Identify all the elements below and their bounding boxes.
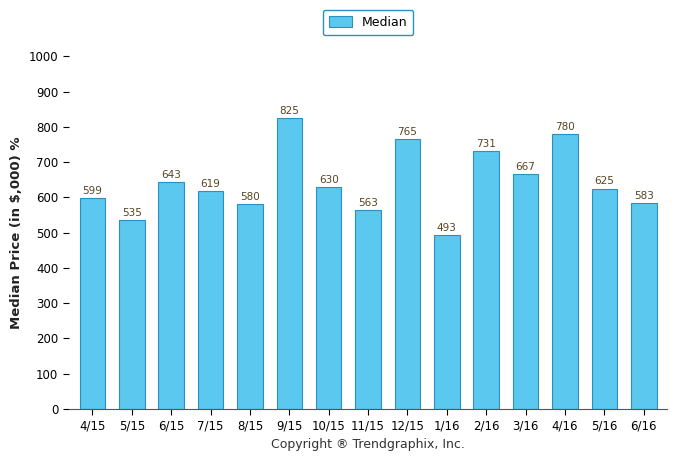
Bar — [197, 191, 224, 409]
Text: 619: 619 — [201, 179, 220, 188]
Bar — [119, 220, 144, 409]
Bar — [316, 187, 341, 409]
Bar — [80, 198, 105, 409]
Bar — [237, 204, 263, 409]
Bar — [552, 134, 578, 409]
Text: 583: 583 — [634, 191, 654, 201]
X-axis label: Copyright ® Trendgraphix, Inc.: Copyright ® Trendgraphix, Inc. — [271, 438, 465, 451]
Bar — [473, 151, 499, 409]
Bar — [631, 204, 656, 409]
Text: 630: 630 — [319, 175, 338, 185]
Legend: Median: Median — [323, 10, 413, 35]
Bar — [355, 211, 381, 409]
Bar — [277, 118, 302, 409]
Text: 493: 493 — [437, 223, 457, 233]
Text: 625: 625 — [594, 176, 614, 187]
Text: 599: 599 — [83, 186, 103, 196]
Bar — [395, 139, 420, 409]
Bar — [513, 174, 539, 409]
Text: 825: 825 — [279, 106, 299, 116]
Text: 535: 535 — [122, 208, 142, 218]
Bar — [592, 188, 617, 409]
Y-axis label: Median Price (in $,000) %: Median Price (in $,000) % — [10, 136, 23, 329]
Bar — [158, 182, 184, 409]
Text: 780: 780 — [555, 122, 575, 132]
Text: 765: 765 — [398, 127, 418, 137]
Text: 643: 643 — [161, 170, 181, 180]
Text: 667: 667 — [516, 162, 535, 172]
Bar — [434, 235, 460, 409]
Text: 731: 731 — [476, 139, 496, 149]
Text: 563: 563 — [358, 198, 378, 208]
Text: 580: 580 — [240, 192, 260, 202]
